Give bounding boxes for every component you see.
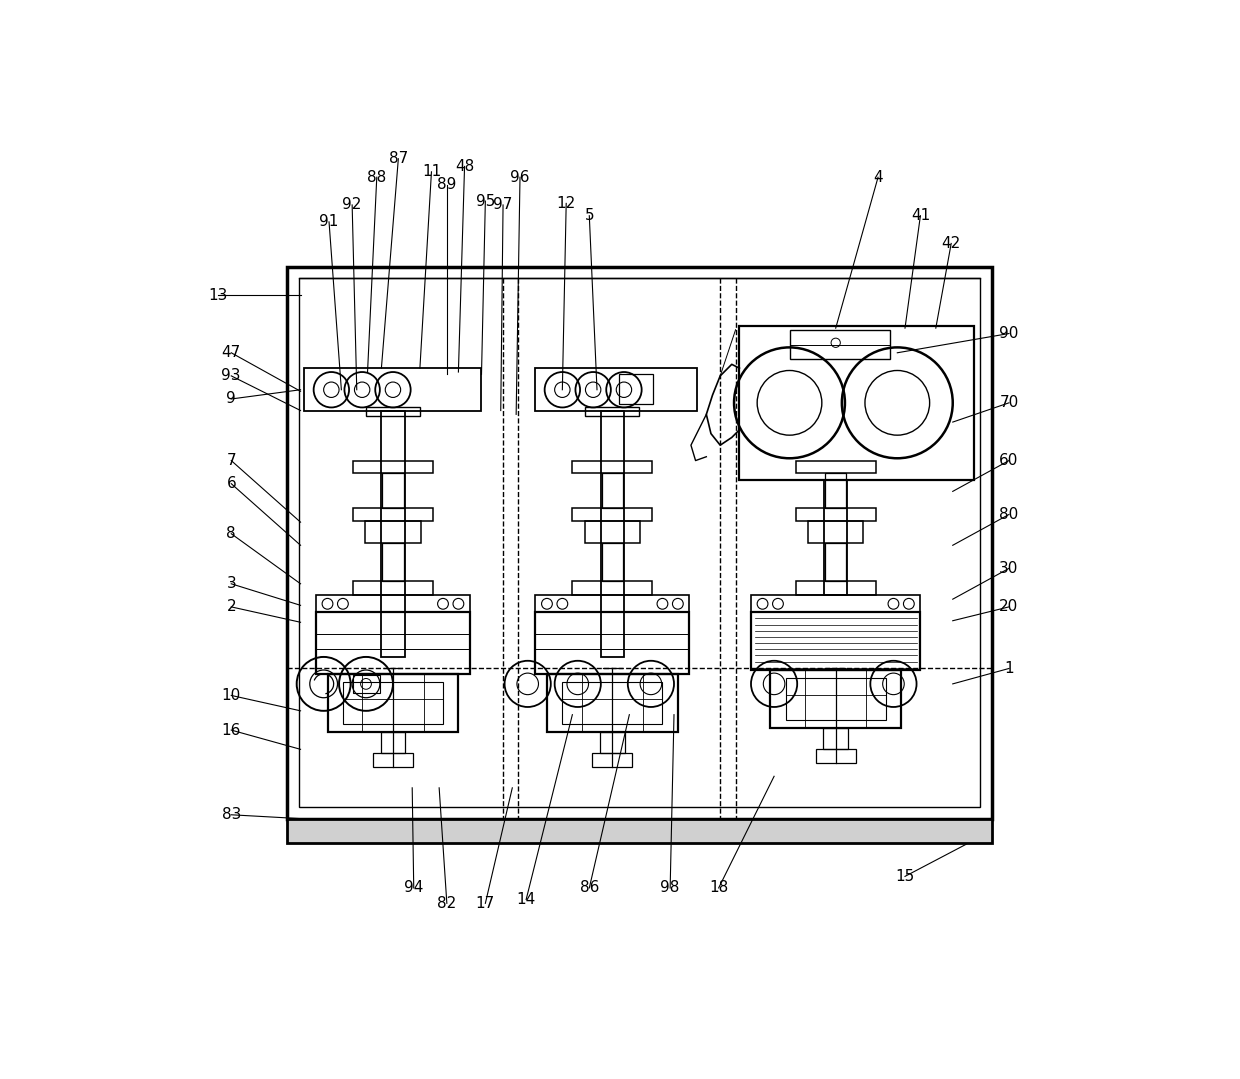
Text: 10: 10 bbox=[222, 688, 241, 702]
Bar bbox=[381, 732, 405, 753]
Bar bbox=[825, 480, 847, 596]
Text: 7: 7 bbox=[227, 453, 236, 468]
Bar bbox=[366, 407, 420, 415]
Bar bbox=[382, 410, 404, 657]
Text: 91: 91 bbox=[320, 215, 339, 230]
Bar bbox=[585, 407, 640, 415]
Bar bbox=[796, 507, 875, 521]
Text: 47: 47 bbox=[222, 345, 241, 360]
Bar bbox=[536, 596, 689, 612]
Bar bbox=[593, 753, 632, 767]
Text: 13: 13 bbox=[208, 287, 228, 302]
Bar bbox=[382, 473, 404, 507]
Bar bbox=[353, 674, 379, 693]
Bar bbox=[288, 819, 992, 844]
Text: 60: 60 bbox=[999, 453, 1018, 468]
Bar bbox=[573, 582, 652, 596]
Text: 42: 42 bbox=[941, 236, 961, 251]
Bar bbox=[816, 749, 856, 763]
Text: 97: 97 bbox=[494, 197, 513, 213]
Bar bbox=[573, 461, 652, 473]
Bar bbox=[573, 507, 652, 521]
Bar bbox=[585, 521, 640, 543]
Text: 89: 89 bbox=[438, 177, 456, 192]
Text: 4: 4 bbox=[873, 169, 883, 185]
Bar bbox=[353, 582, 433, 596]
Text: 6: 6 bbox=[227, 476, 236, 491]
Bar bbox=[786, 678, 885, 720]
Bar bbox=[382, 543, 404, 582]
Bar bbox=[563, 682, 662, 724]
Bar bbox=[536, 612, 689, 674]
Bar bbox=[373, 753, 413, 767]
Bar bbox=[600, 732, 625, 753]
Bar bbox=[353, 461, 433, 473]
Text: 12: 12 bbox=[557, 196, 575, 210]
Text: 92: 92 bbox=[342, 197, 362, 213]
Bar bbox=[353, 507, 433, 521]
Text: 14: 14 bbox=[517, 892, 536, 907]
Bar bbox=[796, 461, 875, 473]
Text: 87: 87 bbox=[388, 151, 408, 166]
Bar bbox=[536, 368, 697, 410]
Bar bbox=[825, 473, 847, 507]
Bar bbox=[547, 674, 678, 732]
Bar bbox=[808, 521, 863, 543]
Bar bbox=[601, 473, 624, 507]
Text: 30: 30 bbox=[999, 561, 1018, 576]
Text: 18: 18 bbox=[709, 880, 728, 896]
Text: 96: 96 bbox=[510, 169, 529, 185]
Bar bbox=[823, 727, 848, 749]
Text: 9: 9 bbox=[227, 392, 236, 407]
Bar bbox=[619, 374, 653, 404]
Text: 82: 82 bbox=[438, 896, 456, 911]
Bar bbox=[790, 330, 889, 359]
Bar bbox=[288, 267, 992, 819]
Text: 11: 11 bbox=[422, 164, 441, 179]
Text: 90: 90 bbox=[999, 326, 1018, 341]
Text: 83: 83 bbox=[222, 807, 241, 822]
Text: 70: 70 bbox=[999, 395, 1018, 410]
Bar bbox=[751, 612, 920, 670]
Text: 15: 15 bbox=[895, 869, 915, 884]
Bar bbox=[601, 410, 624, 657]
Text: 95: 95 bbox=[476, 193, 495, 208]
Bar bbox=[739, 326, 975, 480]
Text: 8: 8 bbox=[227, 527, 236, 542]
Text: 16: 16 bbox=[222, 723, 241, 738]
Text: 41: 41 bbox=[910, 208, 930, 223]
Bar bbox=[751, 596, 920, 612]
Bar bbox=[299, 278, 981, 807]
Text: 3: 3 bbox=[227, 576, 236, 591]
Bar bbox=[327, 674, 459, 732]
Bar bbox=[343, 682, 443, 724]
Bar bbox=[366, 521, 420, 543]
Text: 17: 17 bbox=[476, 896, 495, 911]
Bar bbox=[796, 582, 875, 596]
Bar bbox=[770, 670, 901, 727]
Bar bbox=[316, 596, 470, 612]
Text: 98: 98 bbox=[661, 880, 680, 896]
Text: 5: 5 bbox=[584, 208, 594, 223]
Text: 86: 86 bbox=[579, 880, 599, 896]
Text: 80: 80 bbox=[999, 507, 1018, 522]
Text: 93: 93 bbox=[222, 368, 241, 383]
Text: 1: 1 bbox=[1004, 661, 1014, 675]
Text: 48: 48 bbox=[455, 159, 474, 174]
Bar bbox=[601, 543, 624, 582]
Text: 20: 20 bbox=[999, 599, 1018, 614]
Text: 94: 94 bbox=[404, 880, 423, 896]
Text: 88: 88 bbox=[367, 169, 387, 185]
Bar bbox=[304, 368, 481, 410]
Bar bbox=[316, 612, 470, 674]
Text: 2: 2 bbox=[227, 599, 236, 614]
Bar bbox=[825, 543, 847, 582]
